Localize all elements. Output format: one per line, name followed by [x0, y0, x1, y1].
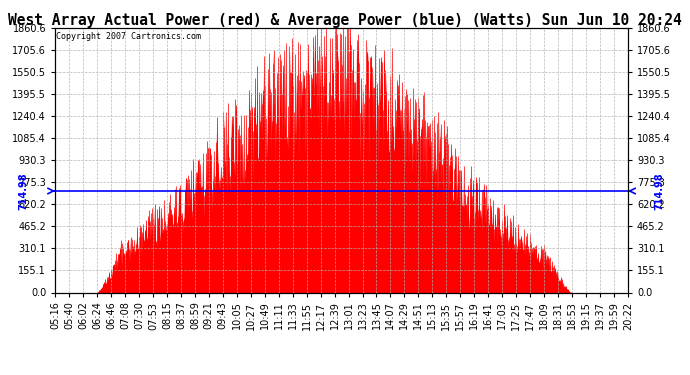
Text: Copyright 2007 Cartronics.com: Copyright 2007 Cartronics.com [57, 32, 201, 41]
Text: 714.98: 714.98 [19, 172, 29, 210]
Text: West Array Actual Power (red) & Average Power (blue) (Watts) Sun Jun 10 20:24: West Array Actual Power (red) & Average … [8, 13, 682, 28]
Text: 714.98: 714.98 [654, 172, 664, 210]
